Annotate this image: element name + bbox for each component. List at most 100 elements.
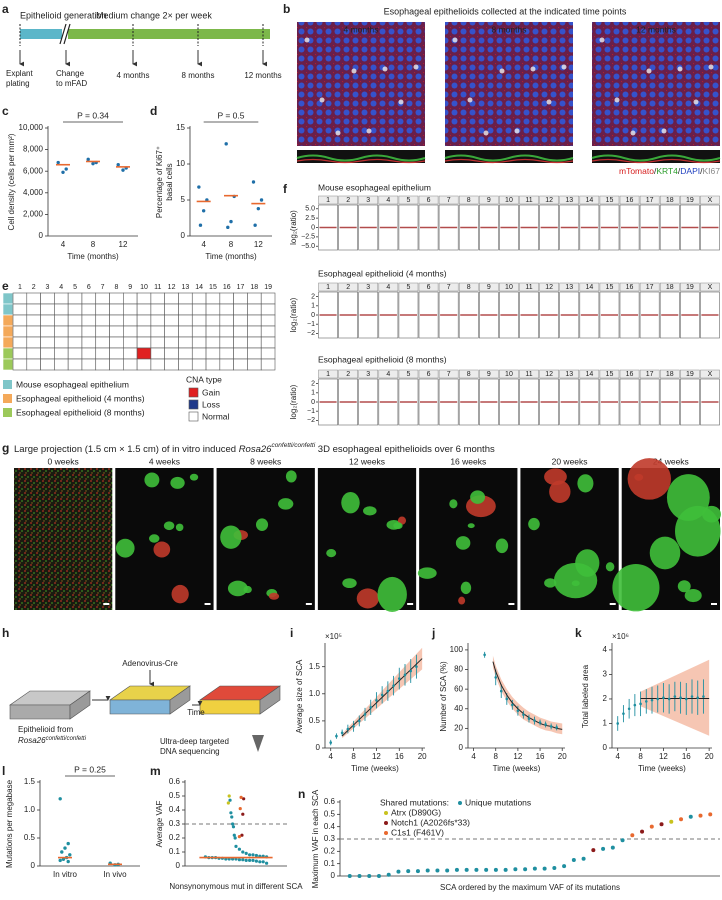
stain-legend: mTomato/KRT4/DAPI/KI67: [619, 166, 720, 176]
cna-cell: [233, 303, 248, 316]
ki67-nucleus: [646, 68, 652, 74]
point: [226, 225, 230, 230]
point: [369, 706, 373, 709]
cna-cell: [205, 358, 221, 371]
point: [403, 673, 407, 677]
y-tick-label: 60: [454, 684, 463, 693]
x-tick-label: 4: [201, 240, 206, 249]
chromosome-header: [619, 282, 640, 292]
y-axis-label: Average VAF: [155, 800, 164, 847]
cna-cell: [233, 292, 248, 305]
point: [505, 697, 509, 701]
plot-title: Mouse esophageal epithelium: [318, 182, 431, 192]
cna-cell: [164, 358, 179, 371]
point: [91, 161, 95, 166]
y-tick-label: 1: [311, 390, 315, 397]
y-tick-label: −2: [307, 330, 315, 337]
point: [380, 693, 384, 697]
chromosome-label: 4: [386, 371, 390, 378]
chromosome-header: [318, 282, 338, 292]
clone: [627, 458, 672, 500]
chromosome-label: 8: [467, 371, 471, 378]
y-tick-label: 0.2: [169, 833, 181, 842]
cna-cell: [12, 303, 28, 316]
y-tick-label: 0.3: [169, 819, 181, 828]
clone: [149, 534, 160, 543]
chromosome-header: [579, 369, 600, 379]
chromosome-header: [358, 195, 379, 205]
chromosome-label: X: [708, 197, 713, 204]
panel-letter: a: [2, 2, 9, 16]
title-part: Large projection (1.5 cm × 1.5 cm) of in…: [14, 444, 239, 455]
cross-section-layer: [296, 158, 426, 164]
point: [684, 697, 688, 701]
point: [483, 653, 486, 657]
point: [234, 844, 238, 849]
y-tick-label: 6,000: [23, 166, 44, 175]
point: [649, 824, 654, 829]
timepoint-label: 0 weeks: [48, 456, 79, 466]
point: [58, 797, 62, 801]
point: [241, 858, 245, 862]
clone: [243, 585, 252, 594]
y-tick-label: 10: [176, 159, 185, 168]
scale-bar: [711, 603, 717, 605]
chromosome-header: [519, 369, 539, 379]
chromosome-header: [619, 369, 640, 379]
chromosome-label: 14: [585, 197, 593, 204]
cna-cell: [191, 292, 207, 305]
point: [340, 731, 344, 735]
clone: [458, 596, 466, 605]
chromosome-label: 13: [565, 371, 573, 378]
chromosome-header: [398, 369, 419, 379]
point: [253, 223, 257, 227]
y-tick-label: 2,000: [23, 210, 44, 219]
stain-name: KRT4: [656, 166, 678, 176]
step-label: Time: [187, 708, 205, 717]
step-label: plating: [6, 79, 30, 88]
cna-cell: [95, 358, 110, 371]
ki67-nucleus: [382, 66, 388, 72]
clone: [449, 499, 458, 509]
cna-cell: [67, 303, 83, 316]
clone: [189, 473, 199, 481]
timepoint-label: 12 months: [636, 24, 676, 34]
scale-bar: [103, 603, 110, 605]
point: [601, 846, 606, 851]
chromosome-label: 5: [406, 371, 410, 378]
panel-letter: b: [283, 2, 290, 16]
phase-bar: [68, 29, 270, 39]
cna-cell: [191, 303, 207, 316]
cross-section-layer: [444, 158, 574, 164]
cna-cell: [54, 314, 69, 327]
point: [552, 865, 557, 870]
x-tick-label: 20: [558, 752, 567, 761]
cna-cell: [67, 292, 83, 305]
panel-letter: h: [2, 626, 9, 640]
point: [616, 722, 620, 725]
break-mark: [59, 23, 71, 45]
point: [251, 858, 255, 863]
cross-section: [297, 150, 425, 163]
y-tick-label: 0: [311, 399, 315, 406]
point: [201, 209, 206, 213]
chromosome-header: [579, 282, 600, 292]
point: [241, 850, 245, 854]
point: [60, 850, 64, 854]
clone: [170, 476, 185, 489]
point: [562, 864, 567, 869]
chromosome-header: [499, 195, 519, 205]
y-tick-label: 8,000: [23, 145, 44, 154]
step-label: Epithelioid from: [18, 725, 73, 734]
phase-label: Epithelioid generation: [20, 10, 107, 20]
cna-cell: [247, 347, 262, 360]
point: [367, 874, 372, 878]
ki67-nucleus: [530, 66, 536, 72]
y-tick-label: 4: [603, 645, 608, 654]
point: [242, 797, 246, 801]
y-axis-label: Total labeled area: [581, 664, 590, 728]
chromosome-label: 11: [525, 284, 532, 291]
y-tick-label: 1.0: [309, 689, 321, 698]
cna-cell: [109, 314, 124, 327]
cna-cell: [164, 314, 179, 327]
